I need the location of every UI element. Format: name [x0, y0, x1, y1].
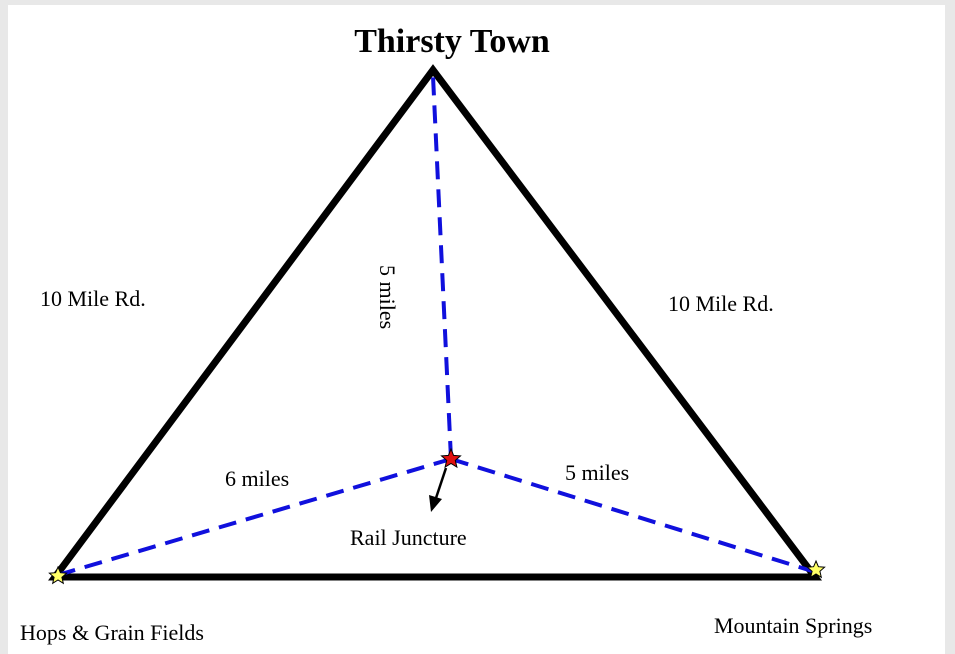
rail-line [57, 457, 452, 577]
node-label: Mountain Springs [714, 613, 872, 638]
road-label: 10 Mile Rd. [668, 291, 774, 316]
star [806, 559, 826, 579]
rail-line [431, 75, 453, 460]
rail-line [450, 457, 813, 573]
distance-label: 5 miles [375, 265, 400, 329]
distance-label: 5 miles [565, 460, 629, 485]
arrow-head [429, 495, 442, 512]
title: Thirsty Town [354, 23, 550, 60]
triangle [48, 64, 823, 581]
canvas [8, 5, 945, 654]
road-triangle [48, 64, 823, 581]
star [48, 565, 68, 585]
rail-lines [57, 75, 813, 577]
arrow-shaft [434, 467, 448, 499]
arrow [429, 467, 448, 512]
star [440, 447, 462, 469]
road-label: 10 Mile Rd. [40, 286, 146, 311]
node-label: Hops & Grain Fields [20, 620, 204, 645]
distance-label: 6 miles [225, 466, 289, 491]
node-label: Rail Juncture [350, 525, 467, 550]
